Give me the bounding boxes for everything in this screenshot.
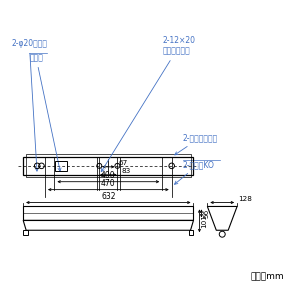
Bar [55, 161, 67, 171]
Bar [23, 230, 28, 235]
Bar [26, 154, 191, 177]
Text: 2-φ20電源穴: 2-φ20電源穴 [11, 39, 47, 171]
Bar [23, 157, 194, 175]
Text: 2-取付木ネジ穴: 2-取付木ネジ穴 [175, 133, 218, 155]
Text: 128: 128 [238, 196, 253, 202]
Bar [23, 206, 194, 220]
Bar [188, 230, 194, 235]
Text: 400: 400 [101, 171, 116, 180]
Text: 単位：mm: 単位：mm [250, 273, 284, 282]
Text: 2-電源穴KO: 2-電源穴KO [175, 160, 214, 184]
Text: 67: 67 [119, 160, 128, 166]
Text: 端子台: 端子台 [29, 53, 61, 171]
Text: 2-12×20
取付ボルト穴: 2-12×20 取付ボルト穴 [101, 36, 196, 172]
Text: 470: 470 [101, 178, 116, 188]
Text: 56: 56 [203, 209, 209, 218]
Text: 101: 101 [201, 214, 207, 228]
Text: 83: 83 [121, 168, 130, 174]
Text: 632: 632 [101, 192, 116, 201]
